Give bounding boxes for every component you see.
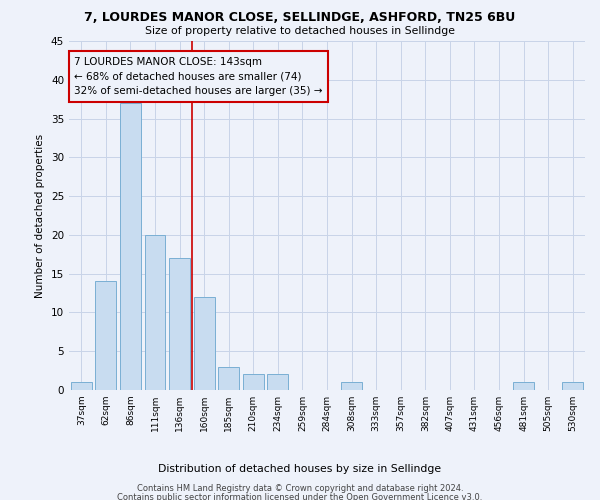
Text: Distribution of detached houses by size in Sellindge: Distribution of detached houses by size … [158, 464, 442, 474]
Bar [268, 374, 289, 390]
Text: 7 LOURDES MANOR CLOSE: 143sqm
← 68% of detached houses are smaller (74)
32% of s: 7 LOURDES MANOR CLOSE: 143sqm ← 68% of d… [74, 56, 323, 96]
Bar [169, 258, 190, 390]
Bar [218, 366, 239, 390]
Bar [243, 374, 264, 390]
Bar [145, 235, 166, 390]
Bar [71, 382, 92, 390]
Bar [341, 382, 362, 390]
Bar [194, 297, 215, 390]
Text: Contains HM Land Registry data © Crown copyright and database right 2024.: Contains HM Land Registry data © Crown c… [137, 484, 463, 493]
Bar [120, 103, 141, 390]
Text: 7, LOURDES MANOR CLOSE, SELLINDGE, ASHFORD, TN25 6BU: 7, LOURDES MANOR CLOSE, SELLINDGE, ASHFO… [85, 11, 515, 24]
Y-axis label: Number of detached properties: Number of detached properties [35, 134, 46, 298]
Bar [562, 382, 583, 390]
Text: Contains public sector information licensed under the Open Government Licence v3: Contains public sector information licen… [118, 493, 482, 500]
Bar [95, 282, 116, 390]
Text: Size of property relative to detached houses in Sellindge: Size of property relative to detached ho… [145, 26, 455, 36]
Bar [513, 382, 534, 390]
